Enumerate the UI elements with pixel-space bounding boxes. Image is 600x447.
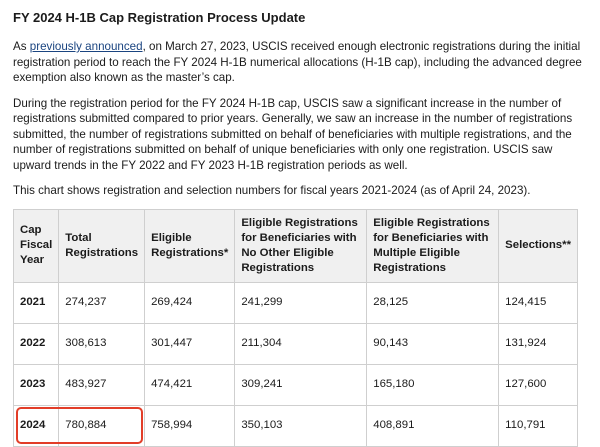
header-selections: Selections** <box>498 208 578 283</box>
registration-trends-paragraph: During the registration period for the F… <box>13 96 573 172</box>
cell-multiple: 28,125 <box>366 281 500 324</box>
chart-description-paragraph: This chart shows registration and select… <box>13 184 531 197</box>
cell-eligible: 269,424 <box>144 281 236 324</box>
cell-year: 2024 <box>12 404 60 447</box>
cell-multiple: 165,180 <box>366 363 500 406</box>
header-eligible-multiple: Eligible Registrations for Beneficiaries… <box>366 208 500 283</box>
intro-after-link: , on March 27, 2023, USCIS received enou… <box>13 40 582 84</box>
table-row: 2024 780,884 758,994 350,103 408,891 110… <box>12 404 578 447</box>
cell-no-other: 211,304 <box>234 322 368 365</box>
cell-year: 2021 <box>12 281 60 324</box>
table-row: 2021 274,237 269,424 241,299 28,125 124,… <box>12 281 578 324</box>
header-total-registrations: Total Registrations <box>58 208 146 283</box>
cell-total: 483,927 <box>58 363 146 406</box>
header-eligible-registrations: Eligible Registrations* <box>144 208 236 283</box>
cell-eligible: 301,447 <box>144 322 236 365</box>
header-cap-fiscal-year: Cap Fiscal Year <box>12 208 60 283</box>
cell-selections: 127,600 <box>498 363 578 406</box>
cell-total: 780,884 <box>58 404 146 447</box>
cell-no-other: 241,299 <box>234 281 368 324</box>
intro-before-link: As <box>13 40 30 53</box>
cell-multiple: 408,891 <box>366 404 500 447</box>
page-title: FY 2024 H-1B Cap Registration Process Up… <box>13 10 306 25</box>
table-row: 2022 308,613 301,447 211,304 90,143 131,… <box>12 322 578 365</box>
cell-no-other: 350,103 <box>234 404 368 447</box>
intro-paragraph: As previously announced, on March 27, 20… <box>13 39 592 86</box>
cell-year: 2023 <box>12 363 60 406</box>
cell-no-other: 309,241 <box>234 363 368 406</box>
cell-total: 274,237 <box>58 281 146 324</box>
table-header-row: Cap Fiscal Year Total Registrations Elig… <box>12 208 578 283</box>
registration-table: Cap Fiscal Year Total Registrations Elig… <box>12 208 578 447</box>
cell-selections: 131,924 <box>498 322 578 365</box>
cell-total: 308,613 <box>58 322 146 365</box>
cell-selections: 124,415 <box>498 281 578 324</box>
table-row: 2023 483,927 474,421 309,241 165,180 127… <box>12 363 578 406</box>
header-eligible-no-other: Eligible Registrations for Beneficiaries… <box>234 208 368 283</box>
cell-eligible: 474,421 <box>144 363 236 406</box>
cell-selections: 110,791 <box>498 404 578 447</box>
cell-multiple: 90,143 <box>366 322 500 365</box>
cell-eligible: 758,994 <box>144 404 236 447</box>
cell-year: 2022 <box>12 322 60 365</box>
previously-announced-link[interactable]: previously announced <box>29 40 143 53</box>
